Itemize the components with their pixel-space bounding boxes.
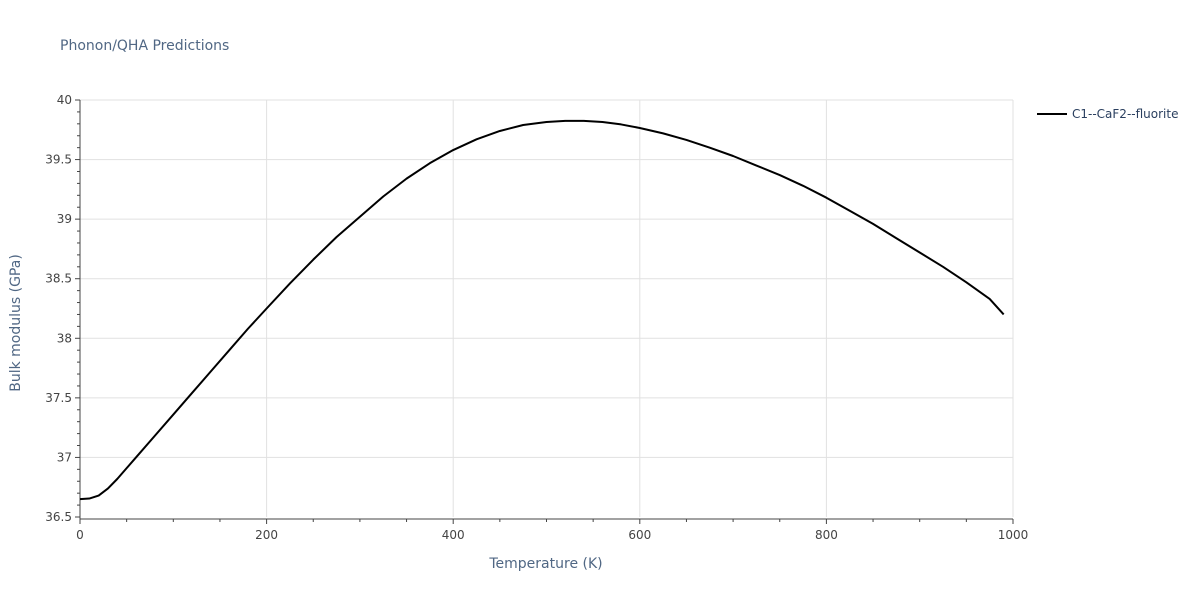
legend-label-c1-caf2-fluorite: C1--CaF2--fluorite — [1072, 107, 1178, 121]
axes — [79, 100, 1013, 520]
x-tick-label: 1000 — [998, 528, 1029, 542]
y-tick-label: 39 — [57, 212, 72, 226]
y-tick-label: 38.5 — [45, 272, 72, 286]
chart-title: Phonon/QHA Predictions — [60, 38, 229, 54]
x-tick-label: 800 — [815, 528, 838, 542]
x-tick-label: 400 — [442, 528, 465, 542]
x-tick-label: 600 — [628, 528, 651, 542]
y-axis-ticks: 36.5 37 37.5 38 38.5 39 39.5 40 — [45, 93, 80, 524]
series-lines — [79, 119, 1005, 501]
y-tick-label: 36.5 — [45, 510, 72, 524]
y-tick-label: 40 — [57, 93, 72, 107]
legend: C1--CaF2--fluorite — [1037, 107, 1178, 121]
x-axis-title: Temperature (K) — [488, 556, 602, 572]
y-tick-label: 38 — [57, 331, 72, 345]
x-tick-label: 200 — [255, 528, 278, 542]
y-tick-label: 37 — [57, 450, 72, 464]
y-tick-label: 37.5 — [45, 391, 72, 405]
y-tick-label: 39.5 — [45, 153, 72, 167]
x-axis-ticks: 0 200 400 600 800 1000 — [76, 519, 1028, 542]
x-tick-label: 0 — [76, 528, 84, 542]
y-axis-title: Bulk modulus (GPa) — [8, 254, 24, 392]
grid — [80, 99, 1014, 517]
series-line-0 — [79, 119, 1005, 501]
